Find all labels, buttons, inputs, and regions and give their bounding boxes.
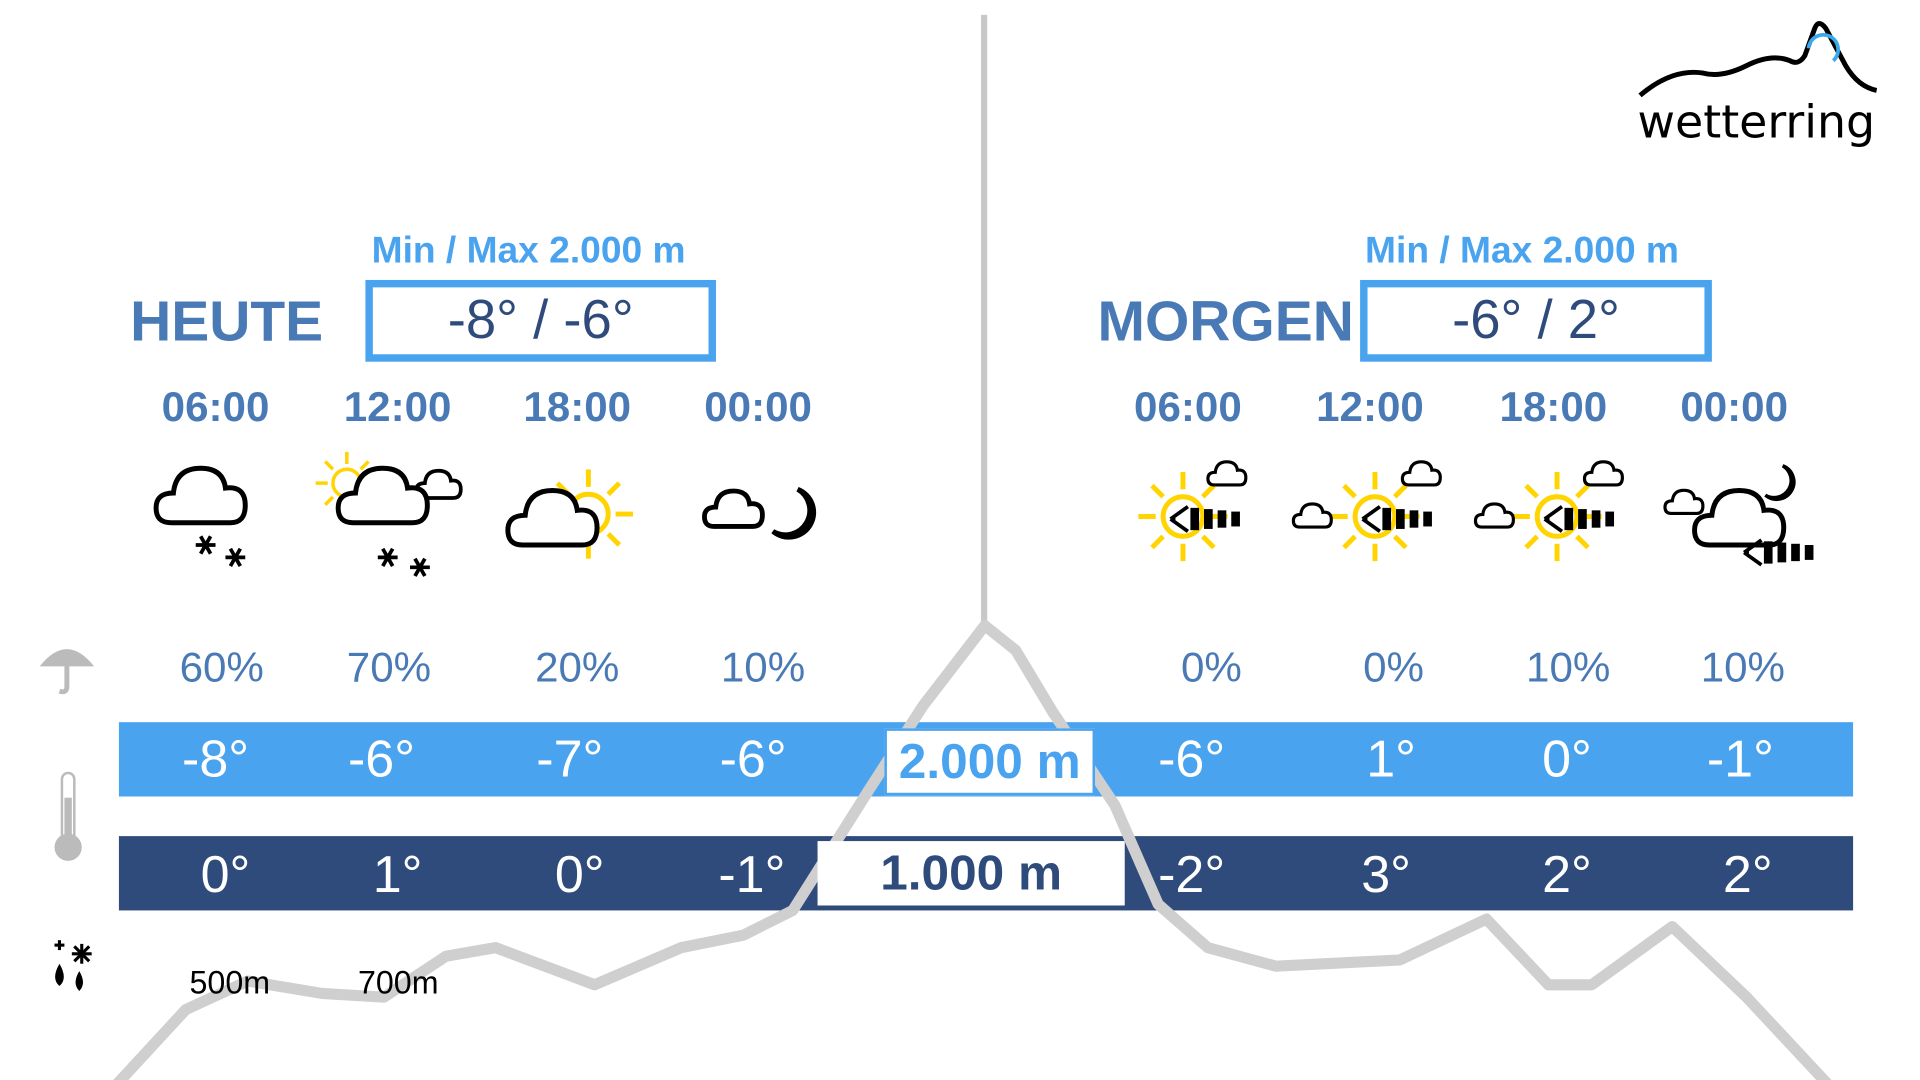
precip-value: 60% — [179, 644, 264, 692]
temp-2000-value: 0° — [1542, 729, 1592, 788]
time-label: 18:00 — [1499, 383, 1608, 432]
temp-1000-value: 3° — [1361, 844, 1411, 904]
precip-value: 10% — [1526, 644, 1611, 692]
temp-1000-value: 0° — [554, 844, 605, 904]
snowline-value: 700m — [357, 963, 439, 1001]
today-minmax: -8° / -6° — [365, 279, 716, 362]
temp-2000-value: -6° — [347, 729, 416, 788]
logo: wetterring — [1635, 21, 1878, 155]
temp-1000-value: 1° — [372, 844, 423, 904]
temp-1000-value: 2° — [1722, 844, 1773, 904]
precip-value: 70% — [346, 644, 432, 692]
temp-2000-value: -6° — [719, 729, 787, 788]
temp-1000-value: -1° — [718, 844, 786, 904]
temp-2000-value: -6° — [1158, 729, 1226, 788]
snowfall-line-icon — [54, 940, 92, 991]
temp-2000-value: -7° — [536, 729, 604, 788]
precip-value: 0% — [1181, 644, 1242, 692]
tomorrow-label: MORGEN — [1097, 288, 1354, 354]
temp-2000-value: -8° — [181, 729, 250, 788]
temp-1000-value: 0° — [200, 844, 251, 904]
precip-value: 10% — [720, 644, 806, 692]
divider — [981, 14, 988, 629]
time-label: 12:00 — [343, 383, 452, 432]
snowline-value: 500m — [189, 963, 271, 1001]
temp-1000-value: -2° — [1158, 844, 1226, 904]
temp-1000-value: 2° — [1542, 844, 1592, 904]
time-label: 06:00 — [1134, 383, 1242, 432]
tomorrow-minmax: -6° / 2° — [1360, 279, 1712, 362]
umbrella-icon — [39, 649, 95, 695]
tomorrow-minmax-label: Min / Max 2.000 m — [1365, 230, 1679, 272]
today-label: HEUTE — [130, 288, 324, 354]
mountain-logo-icon — [1638, 21, 1878, 98]
precip-value: 10% — [1700, 644, 1786, 692]
altitude-2000-label: 2.000 m — [884, 728, 1096, 796]
precip-value: 20% — [535, 644, 620, 692]
time-label: 18:00 — [523, 383, 632, 432]
today-minmax-label: Min / Max 2.000 m — [371, 230, 686, 272]
thermometer-icon — [54, 771, 82, 861]
temp-2000-value: 1° — [1366, 729, 1416, 788]
time-label: 12:00 — [1316, 383, 1424, 432]
altitude-1000-label: 1.000 m — [817, 841, 1125, 906]
time-label: 06:00 — [161, 383, 270, 432]
time-label: 00:00 — [1680, 383, 1789, 432]
temp-2000-value: -1° — [1706, 729, 1774, 788]
time-label: 00:00 — [704, 383, 812, 432]
precip-value: 0% — [1363, 644, 1424, 692]
logo-text: wetterring — [1637, 95, 1876, 149]
